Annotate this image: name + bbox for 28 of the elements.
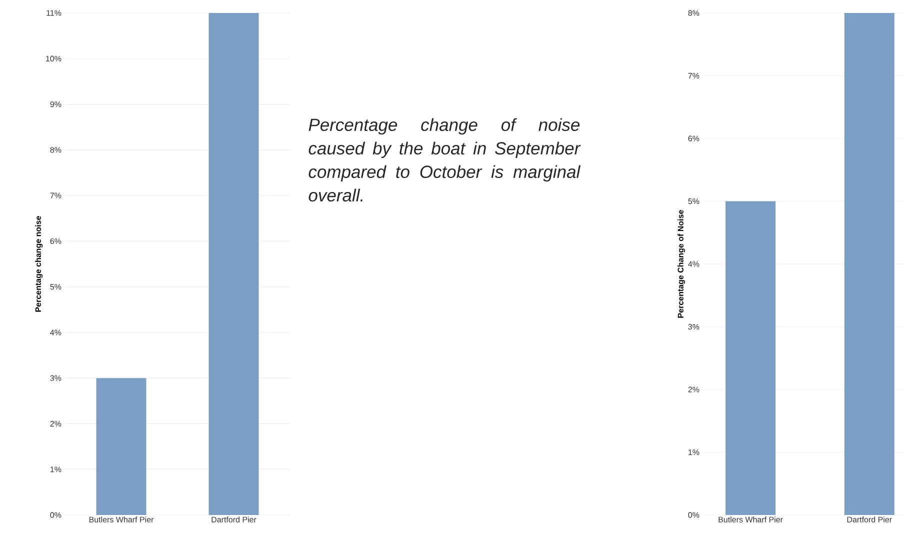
x-tick-label: Dartford Pier: [847, 516, 892, 522]
y-tick-label: 0%: [688, 512, 700, 518]
text: Percentage change of noise caused by the boat in September compared to October is marginal overall.: [308, 118, 581, 202]
y-tick-label: 10%: [46, 56, 62, 62]
y-tick-label: 8%: [50, 147, 62, 153]
y-tick-label: 3%: [688, 324, 700, 330]
y-tick-label: 0%: [50, 512, 62, 518]
y-tick-label: 3%: [50, 375, 62, 381]
y-axis-title: Percentage Change of Noise: [678, 210, 686, 318]
y-tick-label: 4%: [50, 330, 62, 336]
x-tick-label: Dartford Pier: [212, 516, 256, 522]
x-tick-label: Butlers Wharf Pier: [718, 516, 783, 522]
y-tick-label: 5%: [50, 284, 62, 290]
y-tick-label: 7%: [688, 72, 700, 79]
y-tick-label: 9%: [50, 101, 62, 108]
y-tick-label: 11%: [46, 10, 62, 16]
y-tick-label: 1%: [50, 466, 62, 472]
y-tick-label: 2%: [50, 420, 62, 427]
y-tick-label: 5%: [688, 198, 700, 204]
y-tick-label: 4%: [688, 261, 700, 267]
x-tick-label: Butlers Wharf Pier: [89, 516, 154, 522]
y-tick-label: 6%: [688, 136, 700, 142]
y-tick-label: 8%: [688, 10, 700, 16]
y-tick-label: 6%: [50, 238, 62, 244]
y-tick-label: 2%: [688, 386, 700, 392]
y-tick-label: 1%: [688, 449, 700, 456]
y-axis-title: Percentage change noise: [35, 216, 43, 312]
y-tick-label: 7%: [50, 192, 62, 198]
